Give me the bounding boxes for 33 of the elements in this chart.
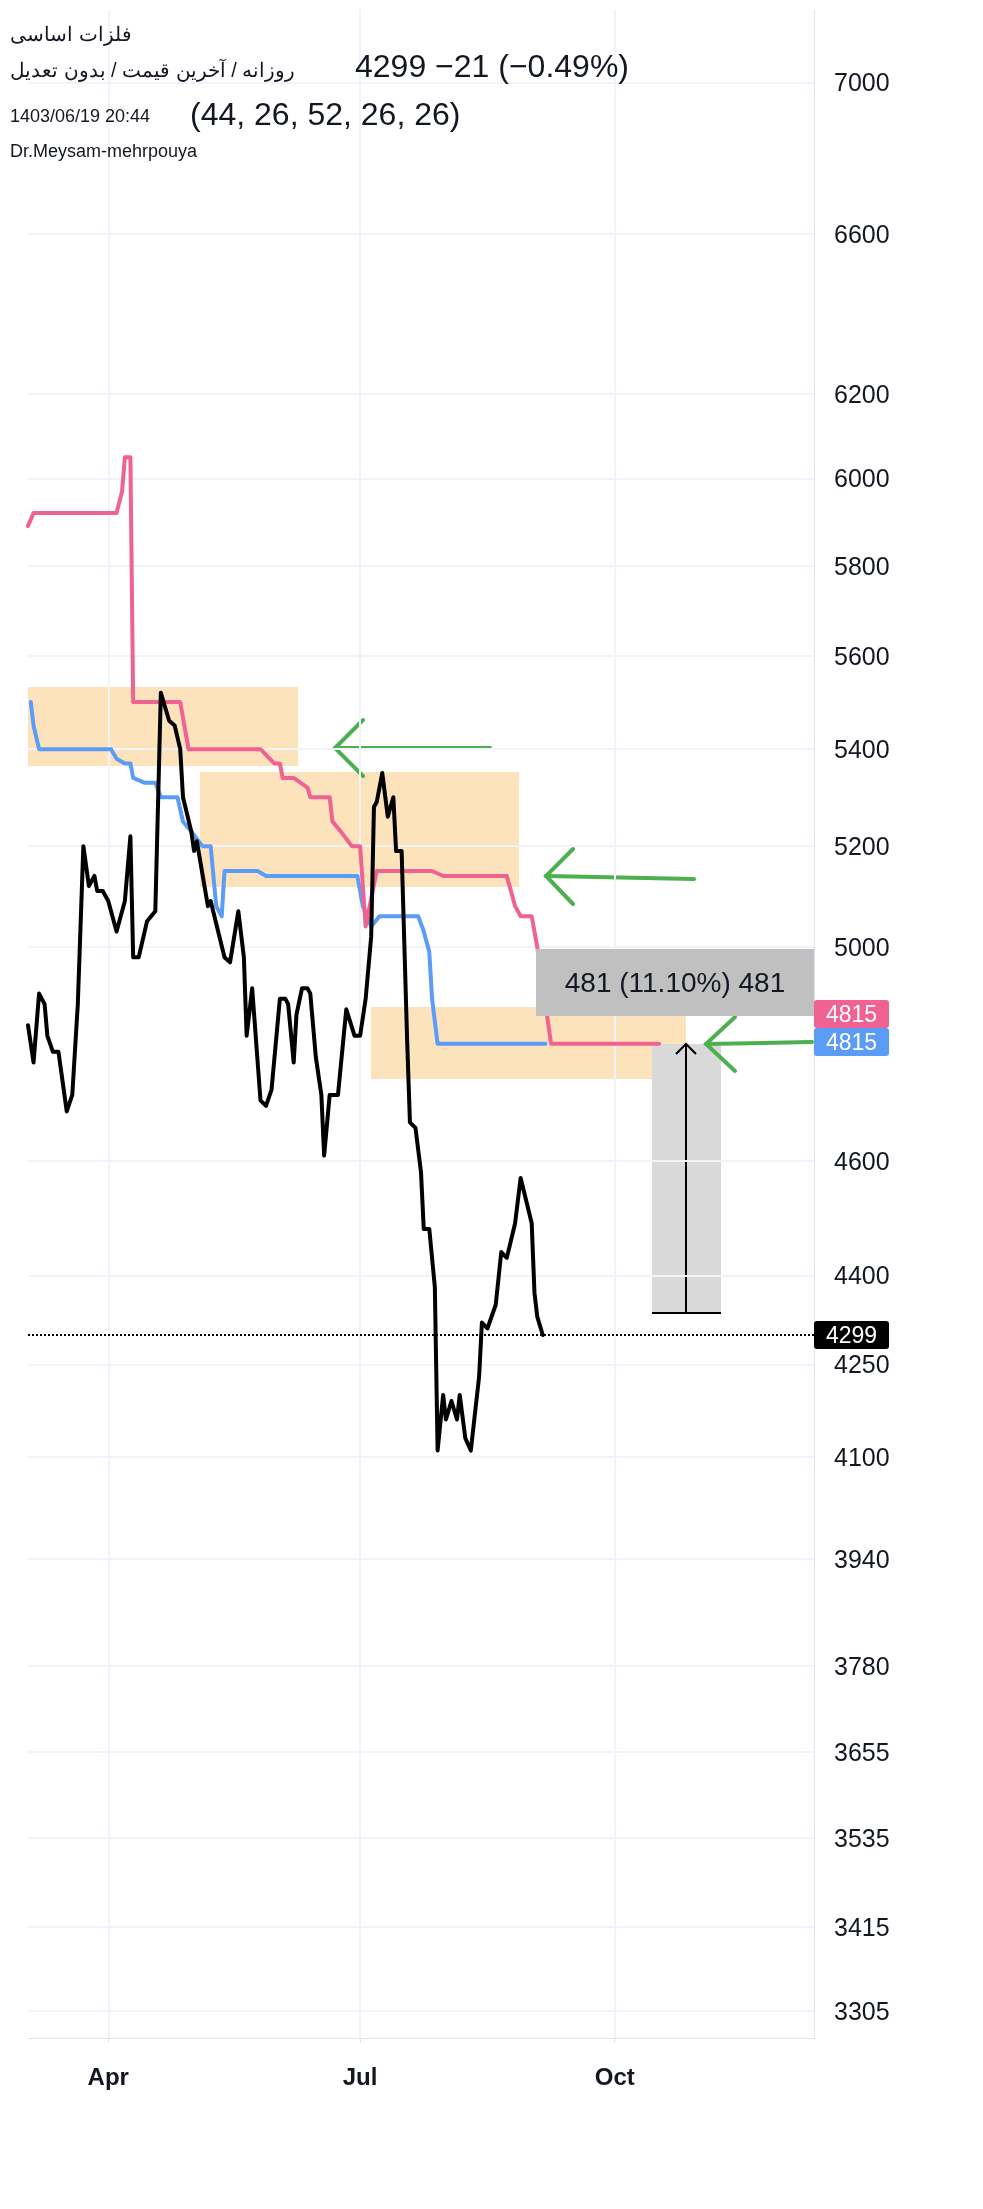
x-tick-label: Jul (342, 2062, 378, 2090)
y-tick-label: 3940 (834, 1545, 890, 1574)
annotation: 1403/06/19 20:44 (10, 106, 151, 127)
y-tick-label: 3535 (834, 1823, 890, 1852)
text: 4815 (814, 1000, 890, 1028)
y-tick-label: 3305 (834, 1996, 890, 2025)
y-tick-label: 4250 (834, 1350, 890, 1379)
text: فلزات اساسی (10, 22, 132, 46)
y-tick-label: 6000 (834, 464, 890, 493)
y-tick-label: 6600 (834, 219, 890, 248)
y-tick-label: 3780 (834, 1651, 890, 1680)
y-tick-label: 5800 (834, 551, 890, 580)
annotation: (44, 26, 52, 26, 26) (190, 96, 461, 133)
y-tick-label: 4400 (834, 1261, 890, 1290)
y-tick-label: 7000 (834, 68, 890, 97)
annotation: 481 (11.10%) 481 (536, 949, 814, 1016)
y-tick-label: 6200 (834, 380, 890, 409)
y-tick-label: 3415 (834, 1912, 890, 1941)
x-tick-label: Apr (87, 2062, 129, 2090)
text: 4815 (814, 1028, 890, 1056)
ref-line-label: 4299 (814, 1321, 890, 1350)
annotation: Dr.Meysam-mehrpouya (10, 141, 198, 162)
y-tick-label: 5400 (834, 735, 890, 764)
text: روزانه / آخرین قیمت / بدون تعدیل (10, 58, 296, 82)
y-tick-label: 3655 (834, 1738, 890, 1767)
y-tick-label: 5000 (834, 932, 890, 961)
x-tick-label: Oct (594, 2062, 635, 2090)
y-tick-label: 4100 (834, 1442, 890, 1471)
line-series (28, 700, 548, 1046)
y-tick-label: 5600 (834, 641, 890, 670)
y-tick-label: 4600 (834, 1147, 890, 1176)
y-tick-label: 5200 (834, 832, 890, 861)
annotation: 4299 −21 (−0.49%) (355, 48, 629, 85)
